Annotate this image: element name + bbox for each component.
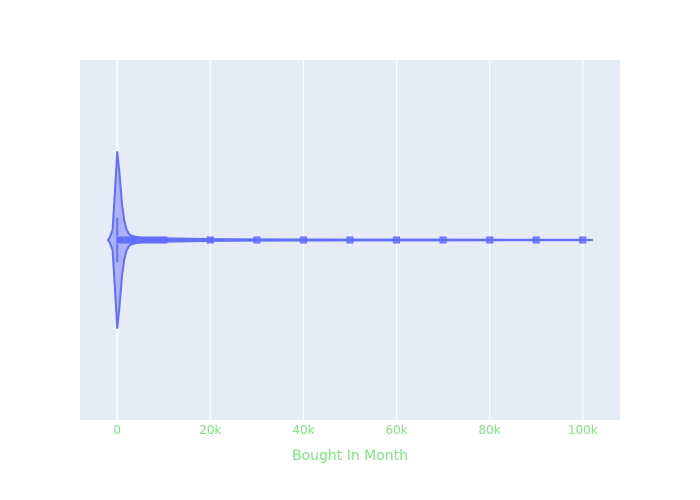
x-tick-label: 80k — [479, 423, 501, 437]
x-tick-label: 60k — [385, 423, 407, 437]
x-axis-ticks: 0 20k 40k 60k 80k 100k — [113, 423, 597, 437]
outlier-point — [486, 236, 494, 244]
outlier-point — [253, 236, 261, 244]
outlier-point — [299, 236, 307, 244]
outlier-point — [579, 236, 587, 244]
outlier-point — [206, 236, 214, 244]
outlier-point — [346, 236, 354, 244]
x-tick-label: 20k — [199, 423, 221, 437]
outlier-point — [439, 236, 447, 244]
x-axis-title: Bought In Month — [292, 448, 408, 464]
outlier-point — [160, 236, 168, 244]
x-tick-label: 40k — [292, 423, 314, 437]
violin-series — [106, 151, 594, 329]
outlier-point — [532, 236, 540, 244]
outlier-point — [393, 236, 401, 244]
x-tick-label: 0 — [113, 423, 121, 437]
x-tick-label: 100k — [568, 423, 598, 437]
